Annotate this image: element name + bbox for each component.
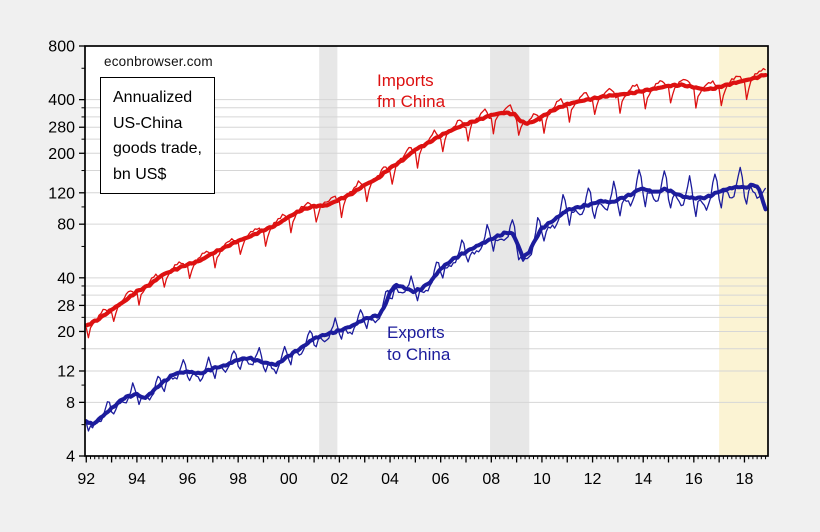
y-tick-label: 80 bbox=[57, 217, 75, 234]
y-tick-label: 8 bbox=[66, 395, 75, 412]
y-tick-label: 4 bbox=[66, 449, 75, 466]
x-tick-label: 00 bbox=[280, 471, 298, 488]
x-tick-label: 08 bbox=[482, 471, 500, 488]
x-tick-label: 94 bbox=[128, 471, 146, 488]
y-tick-label: 40 bbox=[57, 270, 75, 287]
imports-series-label-line1: Imports bbox=[377, 71, 434, 90]
imports-trend-line bbox=[85, 72, 768, 328]
x-tick-label: 04 bbox=[381, 471, 399, 488]
x-axis: 92 94 96 98 00 02 04 06 08 10 12 14 16 18 bbox=[77, 456, 767, 488]
exports-series-label-line1: Exports bbox=[387, 323, 445, 342]
y-tick-label: 280 bbox=[48, 120, 75, 137]
econbrowser-watermark: econbrowser.com bbox=[104, 54, 213, 69]
exports-monthly-line bbox=[85, 166, 767, 432]
exports-series-label: Exports to China bbox=[387, 322, 450, 366]
x-tick-label: 16 bbox=[685, 471, 703, 488]
y-tick-label: 12 bbox=[57, 363, 75, 380]
x-tick-label: 96 bbox=[179, 471, 197, 488]
exports-trend-line bbox=[85, 182, 768, 427]
x-tick-label: 06 bbox=[432, 471, 450, 488]
imports-series-label: Imports fm China bbox=[377, 70, 445, 112]
imports-series-label-line2: fm China bbox=[377, 92, 446, 111]
x-tick-label: 98 bbox=[229, 471, 247, 488]
x-tick-label: 10 bbox=[533, 471, 551, 488]
y-tick-label: 800 bbox=[48, 39, 75, 56]
y-tick-label: 28 bbox=[57, 298, 75, 315]
recession-2001-band bbox=[319, 46, 338, 456]
x-tick-label: 92 bbox=[77, 471, 95, 488]
annotation-line: US-China bbox=[113, 114, 183, 132]
x-tick-label: 12 bbox=[584, 471, 602, 488]
y-tick-label: 200 bbox=[48, 146, 75, 163]
exports-series-label-line2: to China bbox=[387, 345, 451, 364]
period-from-2017-band bbox=[719, 46, 768, 456]
x-tick-label: 02 bbox=[331, 471, 349, 488]
annotation-line: goods trade, bbox=[113, 140, 202, 157]
x-tick-label: 14 bbox=[634, 471, 652, 488]
y-axis: 800 400 280 200 120 80 40 28 20 12 8 4 bbox=[48, 39, 85, 466]
annotation-line: bn US$ bbox=[113, 165, 167, 183]
series-lines bbox=[85, 67, 768, 432]
annotation-box: Annualized US-China goods trade, bn US$ bbox=[100, 77, 215, 194]
y-tick-label: 400 bbox=[48, 92, 75, 109]
y-tick-label: 20 bbox=[57, 324, 75, 341]
y-tick-label: 120 bbox=[48, 185, 75, 202]
plot-border bbox=[84, 45, 769, 457]
annotation-line: Annualized bbox=[113, 89, 193, 106]
x-tick-label: 18 bbox=[736, 471, 754, 488]
